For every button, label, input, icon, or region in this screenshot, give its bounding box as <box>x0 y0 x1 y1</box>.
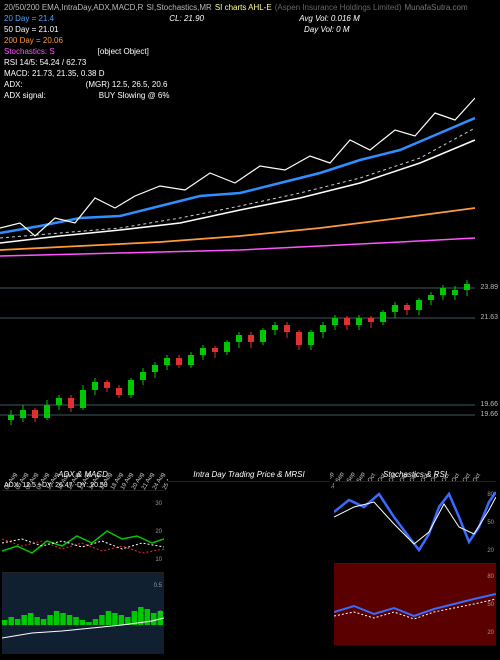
day-vol: Day Vol: 0 M <box>304 24 350 35</box>
rsi-text: RSI 14/5: 54.24 / 62.73 <box>4 57 86 68</box>
intraday-panel[interactable]: Intra Day Trading Price & MRSI <box>168 470 330 656</box>
price-axis: 23.8921.6319.6619.66 <box>475 270 500 430</box>
candlestick-chart[interactable] <box>0 270 475 430</box>
adx-macd-panel[interactable]: ADX & MACD ADX: 12.5 +DY: 26.47 -DY: 20.… <box>2 470 164 656</box>
avg-vol: Avg Vol: 0.016 M <box>299 13 360 24</box>
close-label: CL: 21.90 <box>169 13 204 24</box>
stoch-rsi-panel[interactable]: Stochastics & RSI 805020 805020 <box>334 470 496 656</box>
date-axis: 04 Aug05 Aug06 Aug07 Aug10 Aug11 Aug12 A… <box>0 432 475 468</box>
adx-values: ADX: 12.5 +DY: 26.47 -DY: 20.59 <box>2 481 164 490</box>
main-ema-chart[interactable] <box>0 78 475 258</box>
